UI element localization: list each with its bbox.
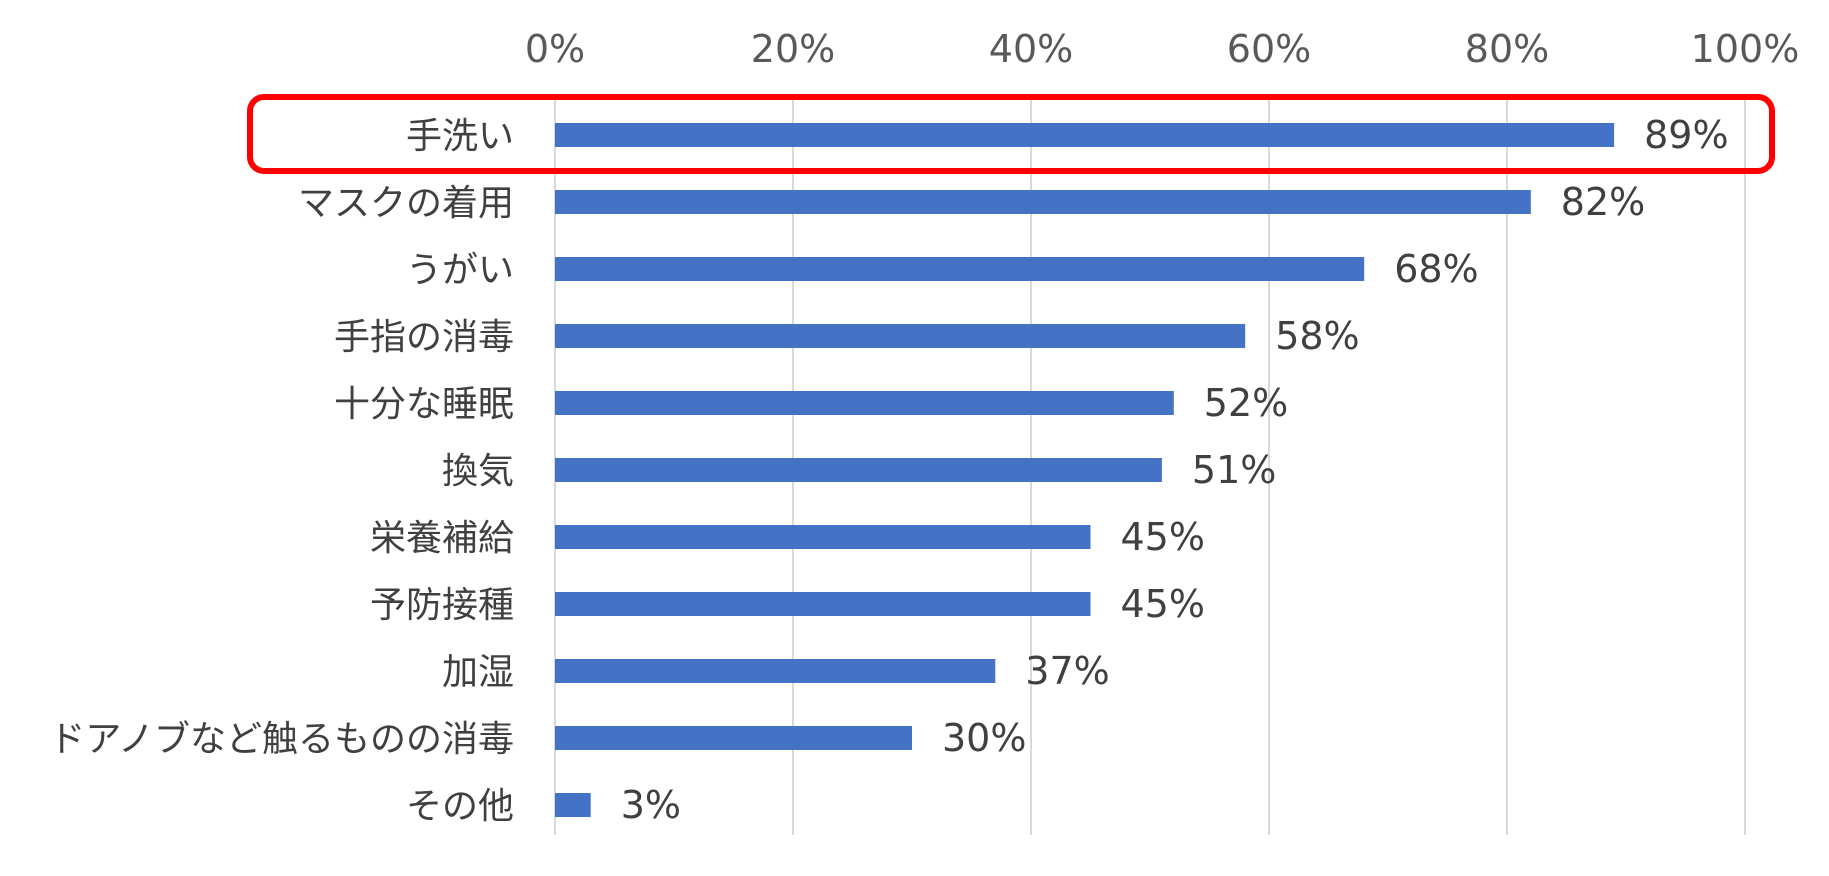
bars [555, 123, 1615, 817]
bar [555, 793, 591, 817]
category-label: 十分な睡眠 [334, 384, 514, 425]
data-label: 52% [1204, 381, 1288, 425]
x-tick-label: 0% [525, 27, 585, 71]
category-label: 加湿 [442, 652, 514, 693]
data-label: 51% [1192, 448, 1276, 492]
data-label: 45% [1121, 582, 1205, 626]
bar [555, 458, 1162, 482]
category-label: 予防接種 [370, 585, 514, 626]
bar [555, 659, 996, 683]
x-tick-label: 100% [1691, 27, 1800, 71]
category-label: マスクの着用 [298, 183, 514, 224]
bar [555, 123, 1615, 147]
category-label: うがい [406, 250, 514, 291]
bar [555, 391, 1174, 415]
category-label: 手洗い [406, 116, 514, 157]
data-label: 89% [1644, 113, 1728, 157]
data-label: 37% [1025, 649, 1109, 693]
x-tick-label: 40% [989, 27, 1073, 71]
data-label: 45% [1121, 515, 1205, 559]
category-label: 栄養補給 [370, 518, 514, 559]
data-label: 68% [1394, 247, 1478, 291]
category-label: 換気 [442, 451, 514, 492]
bar [555, 592, 1091, 616]
bar [555, 257, 1365, 281]
data-label: 58% [1275, 314, 1359, 358]
data-label: 30% [942, 716, 1026, 760]
highlight-box [247, 94, 1775, 174]
value-labels: 89% 82% 68% 58% 52% 51% 45% 45% 37% 30% 3% [621, 113, 1729, 827]
x-tick-label: 60% [1227, 27, 1311, 71]
category-label: その他 [406, 786, 514, 827]
bar [555, 190, 1531, 214]
category-label: 手指の消毒 [334, 317, 514, 358]
highlight-layer [247, 94, 1775, 174]
category-label: ドアノブなど触るものの消毒 [49, 719, 514, 760]
x-tick-label: 20% [751, 27, 835, 71]
x-tick-labels: 0% 20% 40% 60% 80% 100% [525, 27, 1799, 71]
data-label: 3% [621, 783, 681, 827]
data-label: 82% [1561, 180, 1645, 224]
category-labels: 手洗いマスクの着用うがい手指の消毒十分な睡眠換気栄養補給予防接種加湿ドアノブなど… [49, 116, 514, 827]
bar [555, 726, 912, 750]
bar [555, 525, 1091, 549]
x-tick-label: 80% [1465, 27, 1549, 71]
bar [555, 324, 1246, 348]
